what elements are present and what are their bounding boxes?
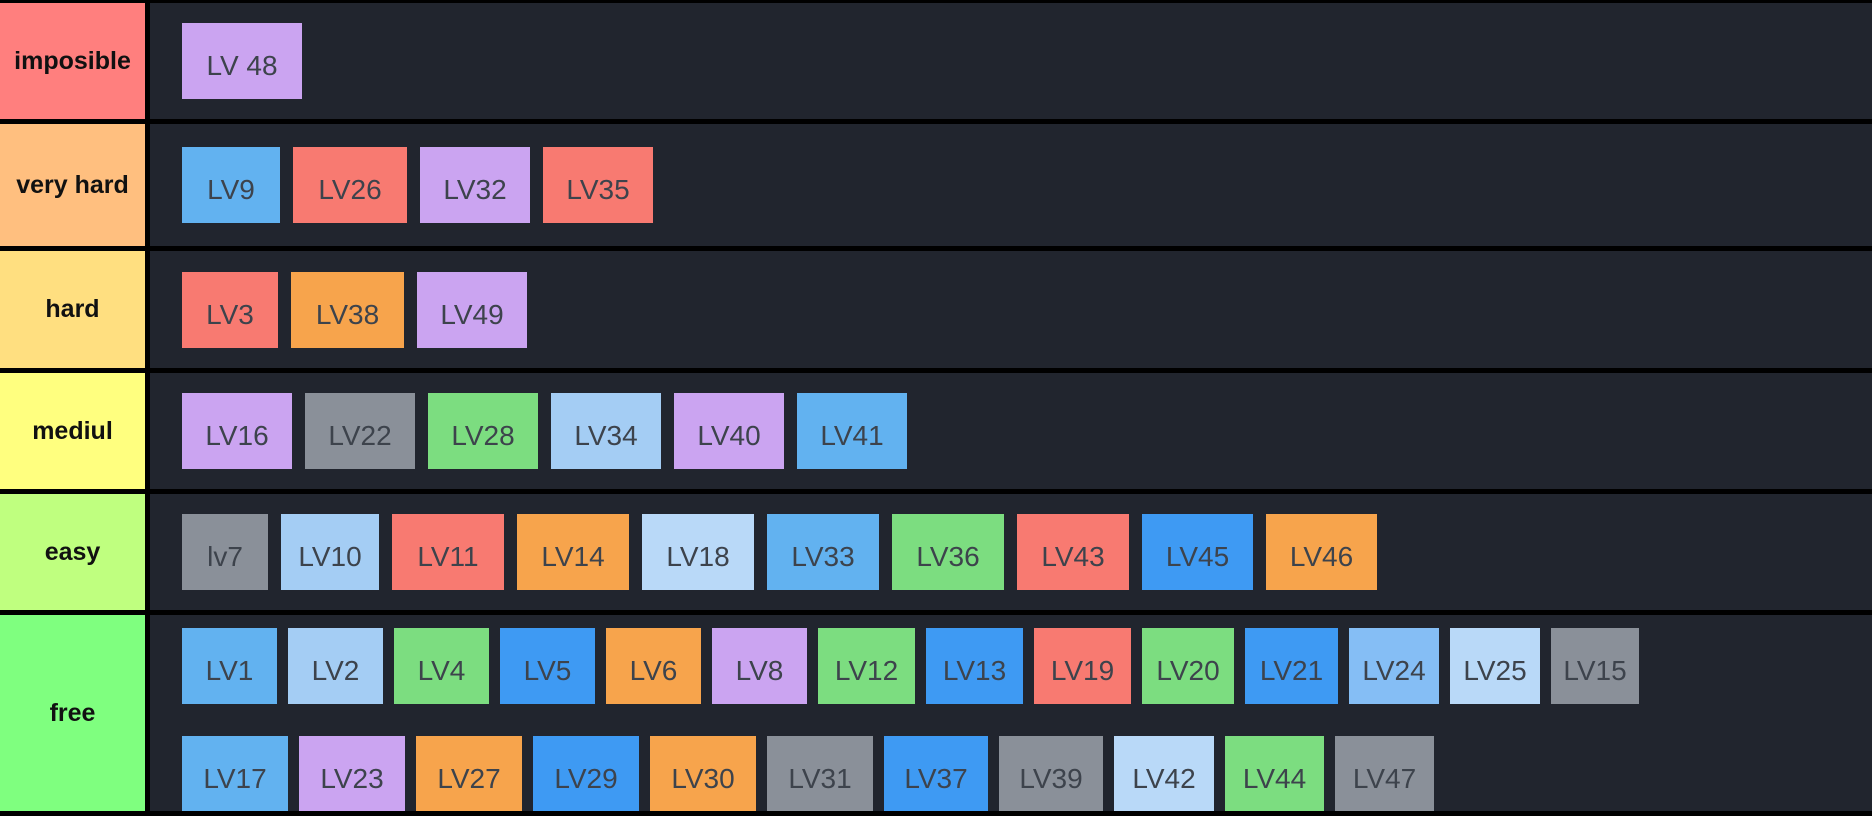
tile-lv15[interactable]: LV15 [1551,628,1639,704]
tile-lv41[interactable]: LV41 [797,393,907,469]
tier-dropzone-free[interactable]: LV1 LV2 LV4 LV5 LV6 LV8 LV12 LV13 LV19 LV20 LV21 LV… [150,615,1872,811]
tile-lv25[interactable]: LV25 [1450,628,1540,704]
tile-line: LV17 LV23 LV27 LV29 LV30 LV31 LV37 LV39 LV42 LV44… [182,736,1872,811]
tile-lv13[interactable]: LV13 [926,628,1023,704]
tile-lv23[interactable]: LV23 [299,736,405,811]
tier-row-mediul: mediul LV16 LV22 LV28 LV34 LV40 LV41 [0,373,1872,494]
tile-lv36[interactable]: LV36 [892,514,1004,590]
tier-label-imposible: imposible [0,3,150,119]
tile-lv29[interactable]: LV29 [533,736,639,811]
tile-lv39[interactable]: LV39 [999,736,1103,811]
tile-line: LV1 LV2 LV4 LV5 LV6 LV8 LV12 LV13 LV19 LV20 LV21 LV… [182,628,1872,704]
tile-lv5[interactable]: LV5 [500,628,595,704]
tier-label-easy: easy [0,494,150,610]
tier-row-easy: easy lv7 LV10 LV11 LV14 LV18 LV33 LV36 LV43 LV45 L… [0,494,1872,615]
tile-lv12[interactable]: LV12 [818,628,915,704]
tier-label-mediul: mediul [0,373,150,489]
tile-lv17[interactable]: LV17 [182,736,288,811]
tile-lv38[interactable]: LV38 [291,271,404,348]
tier-dropzone-imposible[interactable]: LV 48 [150,3,1872,119]
tile-lv9[interactable]: LV9 [182,147,280,223]
tile-lv35[interactable]: LV35 [543,147,653,223]
tile-lv24[interactable]: LV24 [1349,628,1439,704]
tile-lv45[interactable]: LV45 [1142,514,1253,590]
tile-lv11[interactable]: LV11 [392,514,504,590]
tile-lv30[interactable]: LV30 [650,736,756,811]
tile-lv34[interactable]: LV34 [551,393,661,469]
tile-line: LV3 LV38 LV49 [182,271,1872,348]
tile-lv21[interactable]: LV21 [1245,628,1338,704]
tile-lv28[interactable]: LV28 [428,393,538,469]
tile-line: LV16 LV22 LV28 LV34 LV40 LV41 [182,393,1872,469]
tile-lv33[interactable]: LV33 [767,514,879,590]
tile-lv22[interactable]: LV22 [305,393,415,469]
tile-line: LV 48 [182,23,1872,99]
tile-line: lv7 LV10 LV11 LV14 LV18 LV33 LV36 LV43 LV45 LV46 [182,514,1872,590]
tile-lv18[interactable]: LV18 [642,514,754,590]
tile-lv43[interactable]: LV43 [1017,514,1129,590]
tile-lv10[interactable]: LV10 [281,514,379,590]
tile-lv37[interactable]: LV37 [884,736,988,811]
tier-row-imposible: imposible LV 48 [0,3,1872,124]
tile-lv32[interactable]: LV32 [420,147,530,223]
tile-lv27[interactable]: LV27 [416,736,522,811]
tile-lv1[interactable]: LV1 [182,628,277,704]
tile-lv40[interactable]: LV40 [674,393,784,469]
tile-line: LV9 LV26 LV32 LV35 [182,147,1872,223]
tile-lv8[interactable]: LV8 [712,628,807,704]
tier-row-very-hard: very hard LV9 LV26 LV32 LV35 [0,124,1872,251]
tile-lv14[interactable]: LV14 [517,514,629,590]
tile-lv20[interactable]: LV20 [1142,628,1234,704]
tile-lv26[interactable]: LV26 [293,147,407,223]
tile-lv31[interactable]: LV31 [767,736,873,811]
tier-label-hard: hard [0,251,150,368]
tier-row-free: free LV1 LV2 LV4 LV5 LV6 LV8 LV12 LV13 LV19 LV20 LV… [0,615,1872,815]
tile-lv42[interactable]: LV42 [1114,736,1214,811]
tier-dropzone-mediul[interactable]: LV16 LV22 LV28 LV34 LV40 LV41 [150,373,1872,489]
tile-lv6[interactable]: LV6 [606,628,701,704]
tile-lv16[interactable]: LV16 [182,393,292,469]
tile-lv-48[interactable]: LV 48 [182,23,302,99]
tier-row-hard: hard LV3 LV38 LV49 [0,251,1872,373]
tier-label-free: free [0,615,150,811]
tile-lv44[interactable]: LV44 [1225,736,1324,811]
tile-lv7[interactable]: lv7 [182,514,268,590]
tile-lv3[interactable]: LV3 [182,271,278,348]
tier-dropzone-very-hard[interactable]: LV9 LV26 LV32 LV35 [150,124,1872,246]
tile-lv49[interactable]: LV49 [417,271,527,348]
tile-lv46[interactable]: LV46 [1266,514,1377,590]
tier-dropzone-hard[interactable]: LV3 LV38 LV49 [150,251,1872,368]
tier-dropzone-easy[interactable]: lv7 LV10 LV11 LV14 LV18 LV33 LV36 LV43 LV45 LV46 [150,494,1872,610]
tile-lv4[interactable]: LV4 [394,628,489,704]
tile-lv47[interactable]: LV47 [1335,736,1434,811]
tile-lv2[interactable]: LV2 [288,628,383,704]
tier-label-very-hard: very hard [0,124,150,246]
tile-lv19[interactable]: LV19 [1034,628,1131,704]
